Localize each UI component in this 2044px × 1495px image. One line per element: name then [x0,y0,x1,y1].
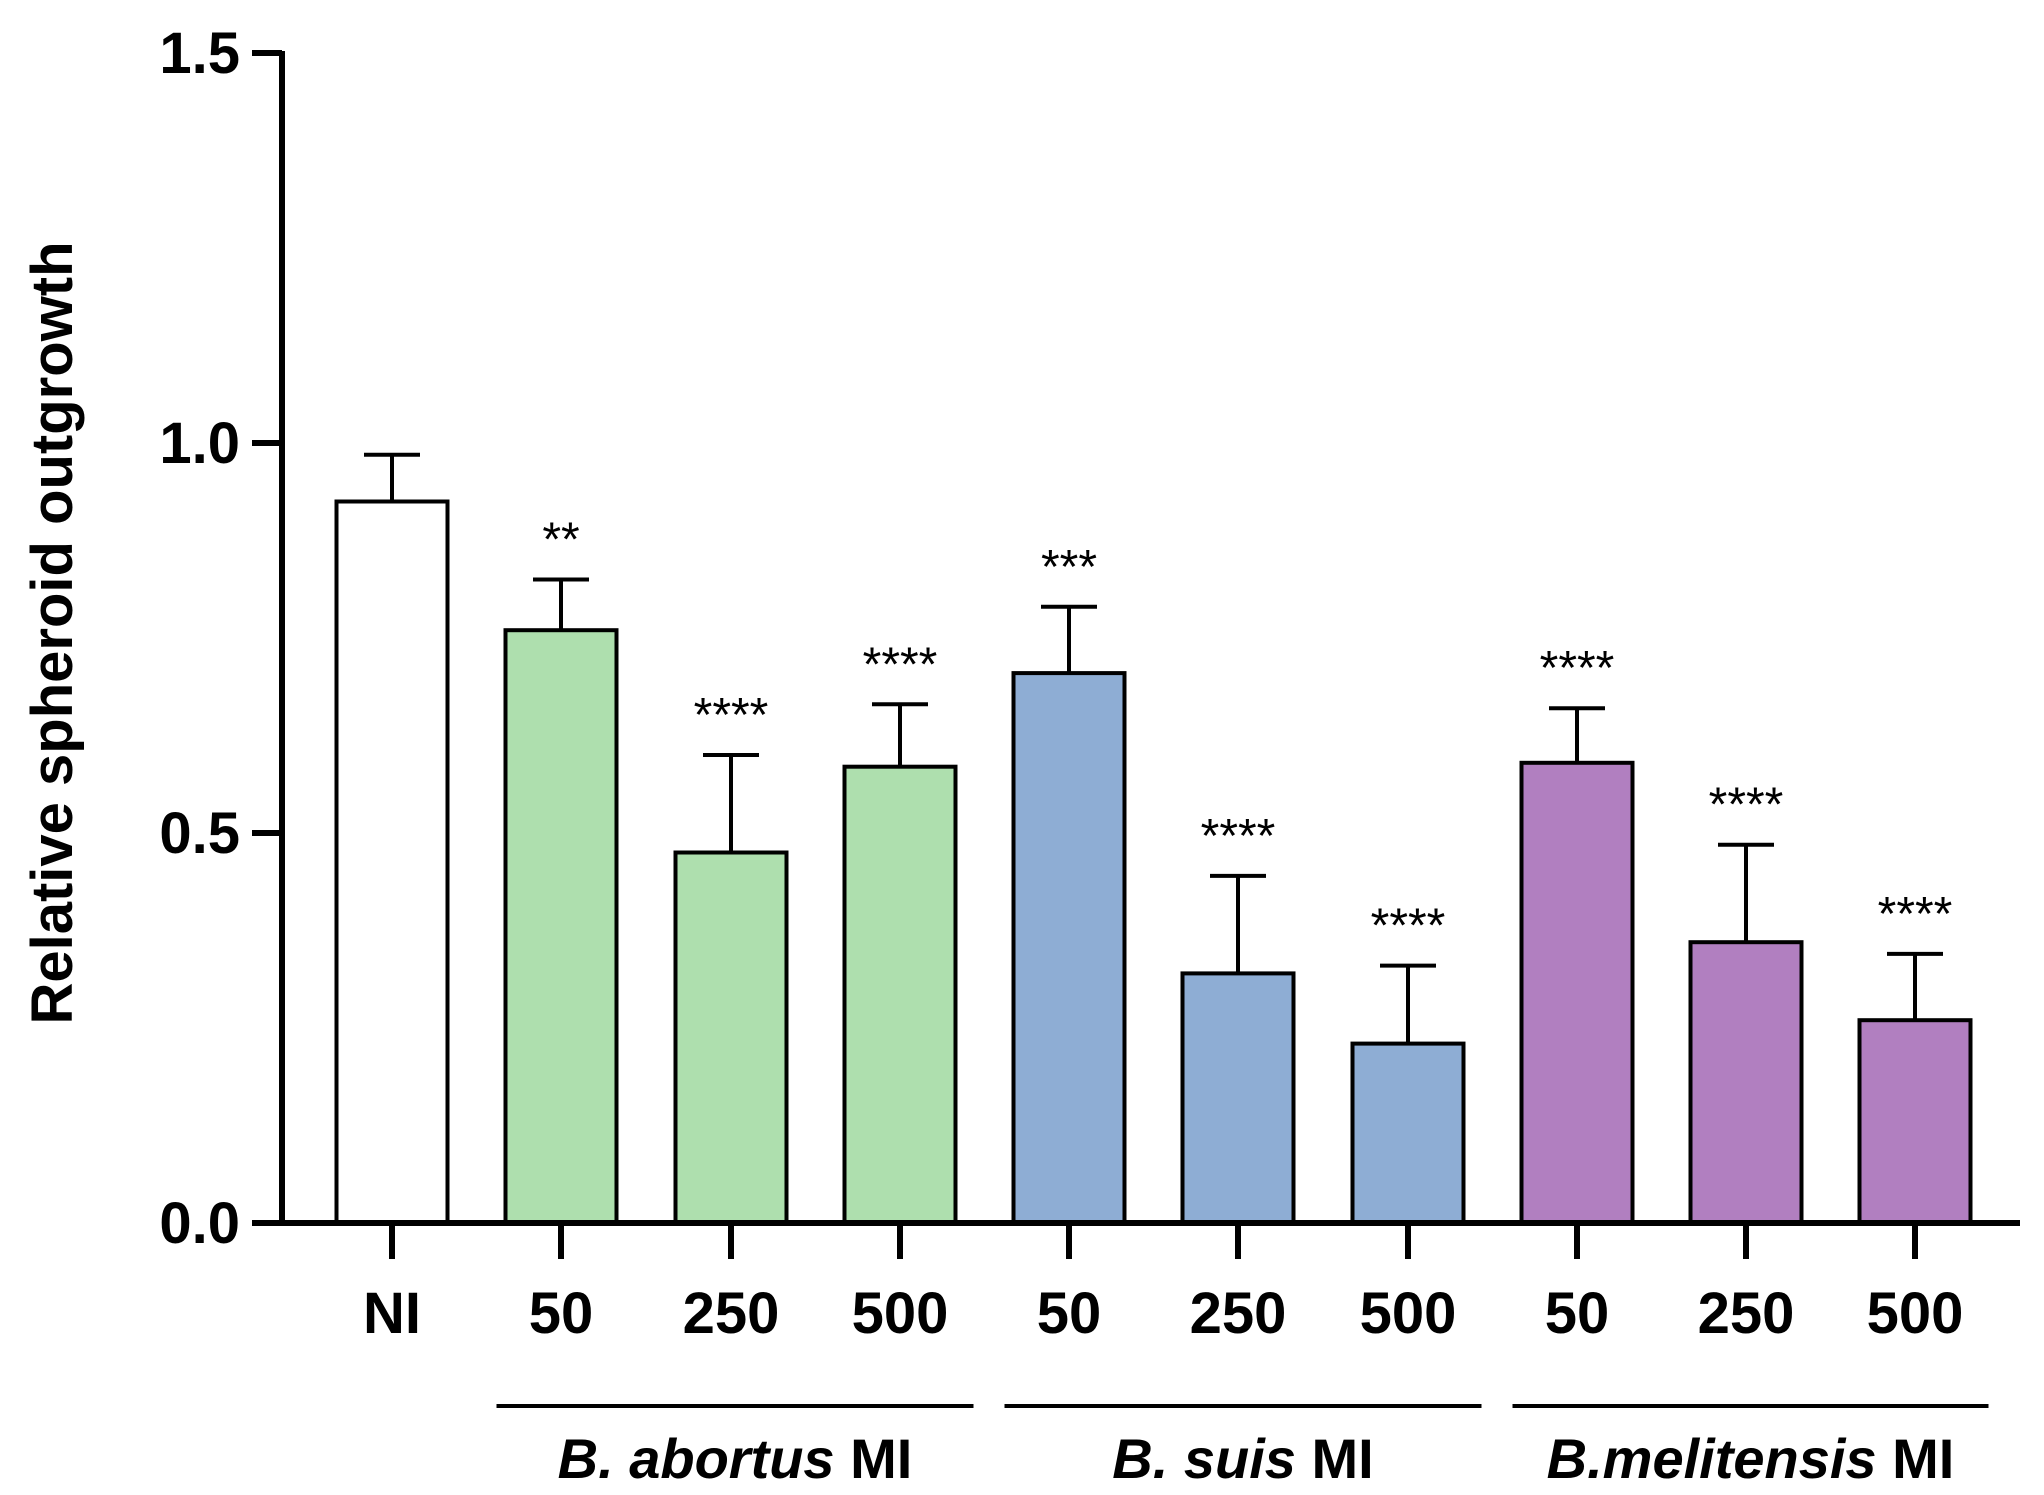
x-tick-label: 250 [1190,1281,1287,1346]
group-label: B. abortus MI [558,1427,913,1490]
group-label-suffix: MI [1877,1427,1955,1490]
significance-label: **** [863,638,938,691]
x-tick-label: 50 [529,1281,594,1346]
group-label-species: B. suis [1112,1427,1296,1490]
bar [1857,1018,1973,1226]
axes-layer [252,50,2020,1408]
x-tick-label: 50 [1037,1281,1102,1346]
group-label-species: B. abortus [558,1427,835,1490]
group-label-suffix: MI [835,1427,913,1490]
bar [503,628,619,1225]
significance-label: **** [1709,779,1784,832]
x-tick-label: 50 [1545,1281,1610,1346]
x-tick-label: 250 [683,1281,780,1346]
bar [1350,1041,1466,1225]
x-tick-label: 250 [1698,1281,1795,1346]
significance-label: **** [1540,642,1615,695]
bar [1180,971,1296,1226]
bar [1519,760,1635,1225]
y-tick-label: 1.5 [159,21,240,86]
bar [842,764,958,1225]
group-label-species: B.melitensis [1547,1427,1877,1490]
y-tick-label: 0.5 [159,801,240,866]
significance-label: **** [1878,888,1953,941]
x-tick-label: 500 [1360,1281,1457,1346]
significance-label: *** [1041,541,1097,594]
significance-label: ** [542,514,579,567]
bar [1011,671,1127,1225]
x-tick-label: 500 [1867,1281,1964,1346]
bar [1688,940,1804,1225]
bar [673,850,789,1225]
y-axis-label: Relative spheroid outgrowth [20,241,85,1024]
significance-label: **** [1201,810,1276,863]
group-label-suffix: MI [1296,1427,1374,1490]
significance-label: **** [1371,900,1446,953]
y-tick-label: 0.0 [159,1191,240,1256]
labels-layer: *********************************0.00.51… [159,21,1963,1490]
bars-layer [334,452,1973,1226]
x-tick-label: NI [363,1281,421,1346]
y-tick-label: 1.0 [159,411,240,476]
bar [334,499,450,1225]
x-tick-label: 500 [852,1281,949,1346]
group-label: B.melitensis MI [1547,1427,1955,1490]
group-label: B. suis MI [1112,1427,1373,1490]
significance-label: **** [694,689,769,742]
